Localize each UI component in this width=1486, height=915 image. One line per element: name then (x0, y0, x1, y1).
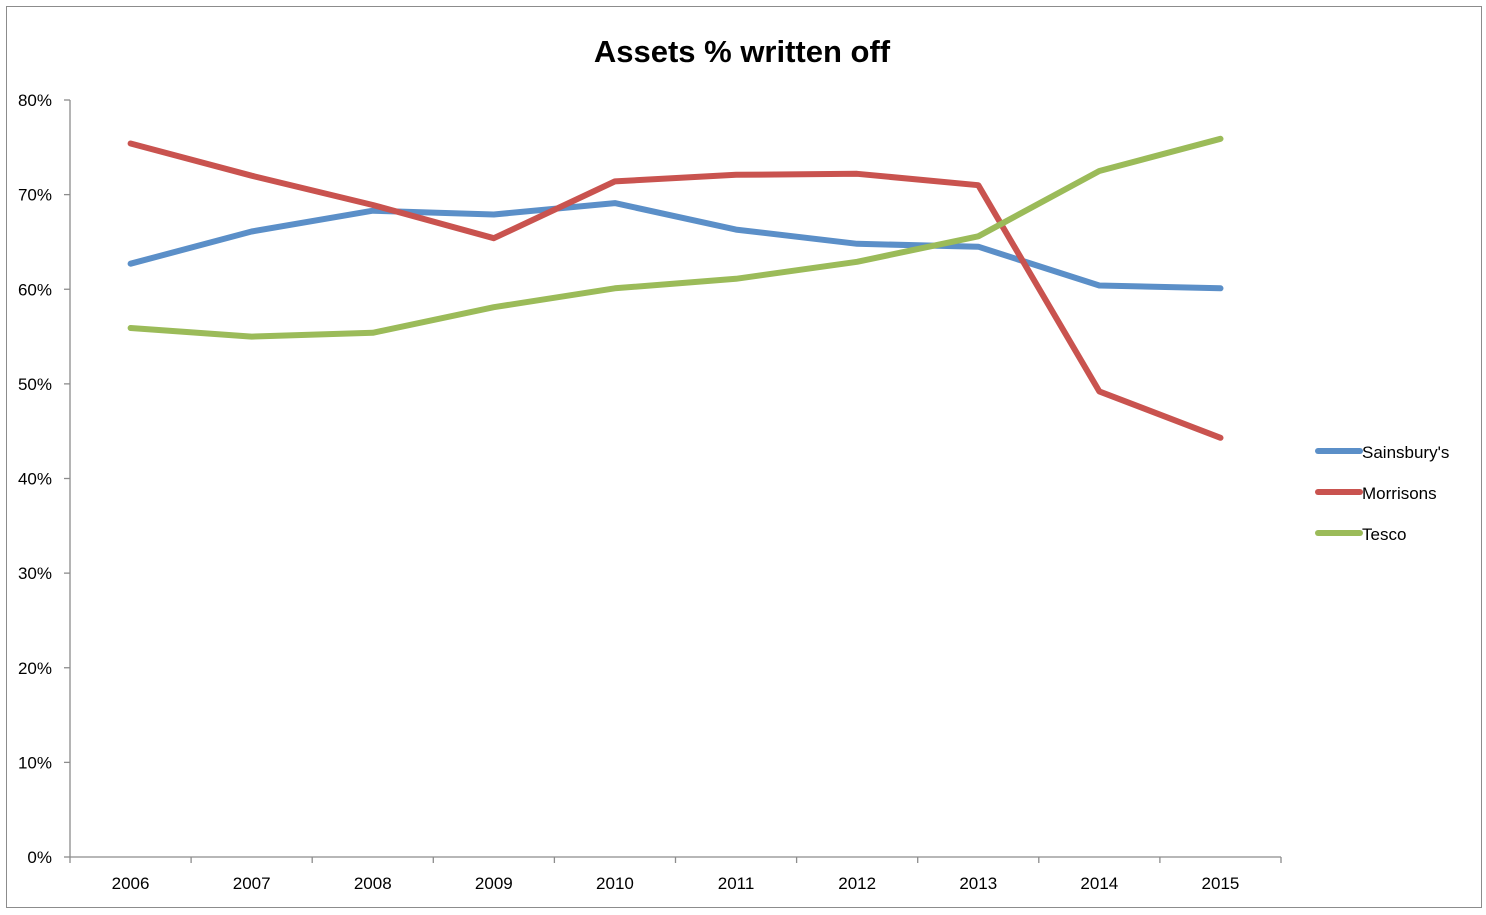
series-lines (127, 135, 1224, 441)
legend-label: Morrisons (1362, 484, 1437, 503)
axes (64, 99, 1282, 863)
y-tick-label: 30% (18, 564, 52, 583)
legend-label: Sainsbury's (1362, 443, 1449, 462)
x-tick-label: 2008 (354, 874, 392, 893)
x-tick-label: 2012 (838, 874, 876, 893)
x-tick-label: 2014 (1080, 874, 1118, 893)
chart-frame (6, 6, 1482, 908)
series-line-tesco (127, 135, 1224, 340)
y-axis-tick-labels: 0% 10% 20% 30% 40% 50% 60% 70% 80% (18, 91, 52, 867)
y-tick-label: 40% (18, 470, 52, 489)
x-tick-label: 2011 (718, 874, 755, 893)
x-tick-label: 2009 (475, 874, 513, 893)
y-tick-label: 0% (27, 848, 52, 867)
y-tick-label: 70% (18, 186, 52, 205)
legend-label: Tesco (1362, 525, 1406, 544)
x-axis-tick-labels: 2006 2007 2008 2009 2010 2011 2012 2013 2014 2015 (112, 874, 1240, 893)
x-tick-label: 2015 (1202, 874, 1240, 893)
series-line-morrisons (127, 140, 1224, 441)
y-tick-label: 20% (18, 659, 52, 678)
x-tick-label: 2006 (112, 874, 150, 893)
legend: Sainsbury's Morrisons Tesco (1315, 443, 1449, 544)
x-tick-label: 2007 (233, 874, 271, 893)
x-tick-label: 2013 (959, 874, 997, 893)
y-tick-label: 10% (18, 753, 52, 772)
series-line-sainsbury-s (127, 200, 1224, 292)
x-tick-label: 2010 (596, 874, 634, 893)
chart-title: Assets % written off (594, 34, 891, 69)
y-tick-label: 50% (18, 375, 52, 394)
y-tick-label: 60% (18, 280, 52, 299)
y-tick-label: 80% (18, 91, 52, 110)
